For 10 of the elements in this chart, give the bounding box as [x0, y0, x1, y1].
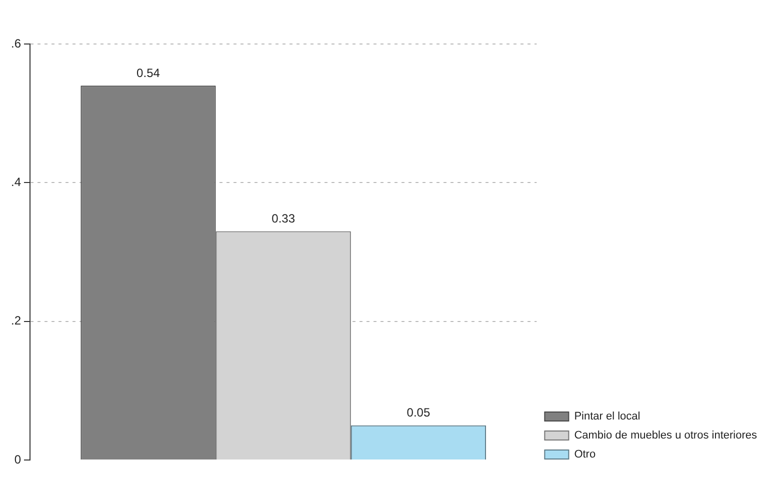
- y-tick-label: .4: [10, 174, 22, 189]
- legend-label: Cambio de muebles u otros interiores: [574, 430, 758, 442]
- legend-label: Pintar el local: [574, 410, 640, 423]
- data-label: 0.05: [406, 406, 430, 420]
- legend-label: Otro: [574, 448, 596, 461]
- y-tick-label: .2: [10, 314, 22, 328]
- y-tick-label: 0: [14, 452, 22, 466]
- y-tick-label: .6: [10, 36, 22, 50]
- data-label: 0.54: [136, 66, 160, 80]
- data-label: 0.33: [272, 212, 296, 226]
